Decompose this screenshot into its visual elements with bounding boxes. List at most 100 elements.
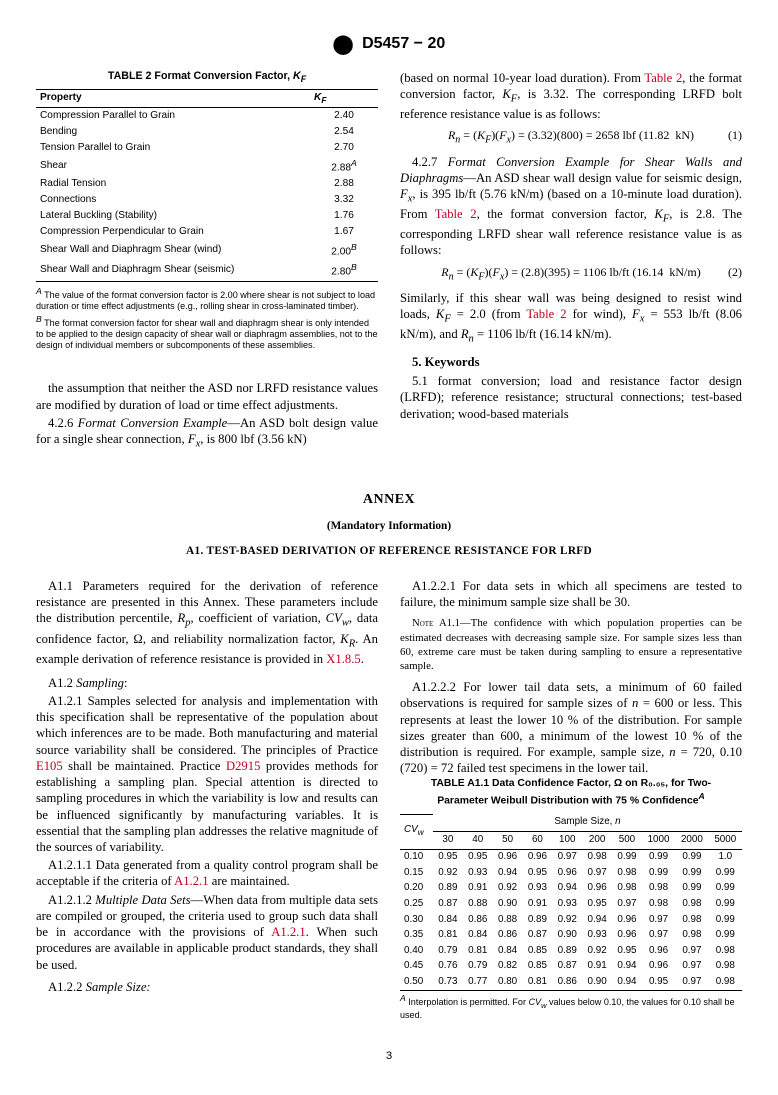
ta1-cell: 0.93 <box>463 865 493 881</box>
ta1-cell: 0.99 <box>642 849 675 865</box>
ta1-cell: 0.98 <box>642 896 675 912</box>
ta1-cell: 0.81 <box>523 974 553 990</box>
ta1-cell: 0.95 <box>612 943 642 959</box>
ta1-cell: 0.93 <box>523 881 553 897</box>
t2-head-property: Property <box>36 90 310 108</box>
ta1-cell: 0.97 <box>642 912 675 928</box>
ta1-cv: 0.30 <box>400 912 433 928</box>
page-number: 3 <box>36 1049 742 1064</box>
tablea1-caption: TABLE A1.1 Data Confidence Factor, Ω on … <box>400 778 742 807</box>
t2-property: Bending <box>36 124 310 140</box>
ta1-cell: 0.99 <box>642 865 675 881</box>
ta1-col: 1000 <box>642 831 675 849</box>
ta1-cell: 0.82 <box>493 959 523 975</box>
t2-value: 2.40 <box>310 108 378 124</box>
ta1-cell: 0.80 <box>493 974 523 990</box>
ta1-cell: 0.93 <box>552 896 582 912</box>
para-a121: A1.2.1 Samples selected for analysis and… <box>36 693 378 855</box>
ta1-cell: 0.94 <box>612 974 642 990</box>
t2-property: Shear Wall and Diaphragm Shear (wind) <box>36 240 310 260</box>
ta1-cell: 0.98 <box>709 943 742 959</box>
t2-value: 2.80B <box>310 261 378 282</box>
annex-section: A1. TEST-BASED DERIVATION OF REFERENCE R… <box>36 544 742 559</box>
annex-sub: (Mandatory Information) <box>36 519 742 534</box>
equation-2: Rn = (KF)(Fx) = (2.8)(395) = 1106 lb/ft … <box>400 265 742 284</box>
ta1-cell: 0.95 <box>523 865 553 881</box>
ta1-cv: 0.40 <box>400 943 433 959</box>
ta1-cell: 0.95 <box>433 849 463 865</box>
ta1-cell: 0.98 <box>675 912 708 928</box>
ta1-cell: 0.89 <box>552 943 582 959</box>
ta1-cell: 0.98 <box>582 849 612 865</box>
t2-property: Lateral Buckling (Stability) <box>36 208 310 224</box>
keywords-text: 5.1 format conversion; load and resistan… <box>400 373 742 422</box>
right-col-top: (based on normal 10-year load duration).… <box>400 70 742 422</box>
ta1-cell: 0.85 <box>523 959 553 975</box>
ta1-cell: 0.93 <box>582 928 612 944</box>
ta1-cell: 0.98 <box>675 928 708 944</box>
ta1-cv: 0.45 <box>400 959 433 975</box>
ta1-cell: 0.99 <box>675 865 708 881</box>
annex-right-col: A1.2.2.1 For data sets in which all spec… <box>400 578 742 1021</box>
annex-header: ANNEX (Mandatory Information) A1. TEST-B… <box>36 491 742 558</box>
para-a11: A1.1 Parameters required for the derivat… <box>36 578 378 667</box>
ta1-cell: 0.86 <box>493 928 523 944</box>
ta1-cell: 0.98 <box>709 959 742 975</box>
ta1-cell: 0.98 <box>612 865 642 881</box>
t2-value: 2.00B <box>310 240 378 260</box>
table2-footnote-b: B The format conversion factor for shear… <box>36 314 378 351</box>
ta1-cell: 0.91 <box>582 959 612 975</box>
annex-title: ANNEX <box>36 491 742 509</box>
ta1-col: 30 <box>433 831 463 849</box>
ta1-cell: 0.77 <box>463 974 493 990</box>
ta1-cell: 0.88 <box>493 912 523 928</box>
table2-footnote-a: A The value of the format conversion fac… <box>36 286 378 312</box>
ta1-rowlabel: CVw <box>400 814 433 849</box>
ta1-cell: 0.92 <box>493 881 523 897</box>
ta1-col: 5000 <box>709 831 742 849</box>
para-a1221: A1.2.2.1 For data sets in which all spec… <box>400 578 742 610</box>
ta1-cell: 0.99 <box>675 849 708 865</box>
ta1-cell: 0.97 <box>675 959 708 975</box>
ta1-cell: 0.99 <box>709 881 742 897</box>
ta1-cell: 0.99 <box>709 912 742 928</box>
ta1-cell: 0.96 <box>612 912 642 928</box>
para-427: 4.2.7 Format Conversion Example for Shea… <box>400 154 742 259</box>
ta1-col: 500 <box>612 831 642 849</box>
ta1-cell: 0.88 <box>463 896 493 912</box>
ta1-cv: 0.20 <box>400 881 433 897</box>
ta1-cell: 0.84 <box>433 912 463 928</box>
ta1-cell: 0.98 <box>709 974 742 990</box>
ta1-col: 40 <box>463 831 493 849</box>
t2-property: Tension Parallel to Grain <box>36 140 310 156</box>
t2-value: 2.70 <box>310 140 378 156</box>
t2-value: 2.88A <box>310 156 378 176</box>
t2-head-kf: KF <box>310 90 378 108</box>
ta1-cell: 0.79 <box>433 943 463 959</box>
ta1-cell: 0.95 <box>642 974 675 990</box>
ta1-cell: 0.96 <box>642 943 675 959</box>
ta1-cell: 0.92 <box>433 865 463 881</box>
ta1-cell: 0.90 <box>493 896 523 912</box>
para-a12-head: A1.2 Sampling: <box>36 675 378 691</box>
table2: Property KF Compression Parallel to Grai… <box>36 89 378 282</box>
tablea1-footnote: A Interpolation is permitted. For CVw va… <box>400 993 742 1021</box>
ta1-cell: 0.90 <box>582 974 612 990</box>
para-a1222: A1.2.2.2 For lower tail data sets, a min… <box>400 679 742 776</box>
ta1-cell: 0.94 <box>493 865 523 881</box>
para-basedon: (based on normal 10-year load duration).… <box>400 70 742 122</box>
ta1-cell: 0.98 <box>675 896 708 912</box>
ta1-cell: 0.98 <box>612 881 642 897</box>
doc-header: ⬤ D5457 − 20 <box>36 32 742 56</box>
ta1-cell: 0.99 <box>612 849 642 865</box>
ta1-cell: 0.99 <box>709 865 742 881</box>
ta1-group: Sample Size, n <box>433 814 742 831</box>
ta1-cell: 0.89 <box>433 881 463 897</box>
ta1-cell: 0.86 <box>463 912 493 928</box>
ta1-cell: 0.84 <box>463 928 493 944</box>
ta1-cv: 0.15 <box>400 865 433 881</box>
t2-property: Compression Parallel to Grain <box>36 108 310 124</box>
ta1-cell: 0.97 <box>612 896 642 912</box>
ta1-cell: 0.92 <box>582 943 612 959</box>
ta1-col: 50 <box>493 831 523 849</box>
